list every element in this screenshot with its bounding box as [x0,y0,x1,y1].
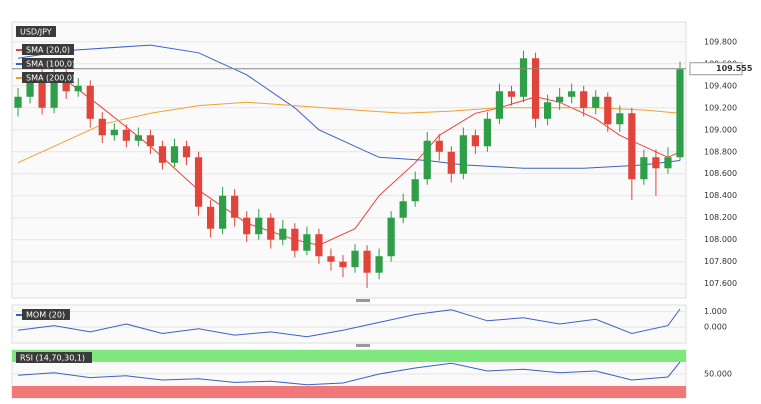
panel-title-box [22,309,70,320]
panel-title-box [16,352,92,363]
candle-body [206,206,215,229]
candle-body [303,234,311,251]
candle-body [255,217,263,235]
candle-body [98,118,106,136]
y-tick-label: 109.800 [704,37,737,46]
sma-line [17,101,681,164]
y-tick-label: 108.800 [704,147,737,156]
candle-body [447,151,455,174]
splitter [356,344,370,347]
candle-body [423,140,431,180]
candle-body [74,85,82,92]
y-tick-label: 1.000 [704,307,727,316]
candle-body [676,69,684,158]
y-tick-label: 108.000 [704,235,737,244]
candle-body [62,74,70,92]
y-tick-label: 0.000 [704,323,727,332]
y-tick-label: 109.200 [704,103,737,112]
candle-body [556,96,564,103]
y-tick-label: 107.600 [704,279,737,288]
candle-body [279,228,287,240]
legend-entry: SMA (200,0) [26,74,75,83]
legend-entry-box [22,44,74,55]
panel-title: RSI (14,70,30,1) [20,354,85,363]
panel-title: MOM (20) [26,311,65,320]
candle-body [134,135,142,141]
y-tick-label: 50.000 [704,370,732,379]
candle-body [243,217,251,235]
candle-body [411,179,419,202]
candle-body [38,80,46,108]
splitter [356,299,370,302]
candle-body [568,91,576,97]
last-price-box [689,62,743,76]
candle-body [26,80,34,97]
y-tick-label: 107.800 [704,257,737,266]
candle-body [110,129,118,136]
y-tick-label: 109.000 [704,125,737,134]
candle-body [122,129,130,141]
last-price-label: 109.555 [716,64,753,73]
candle-body [483,118,492,147]
candle-body [375,256,383,273]
candle-body [519,58,528,97]
candle-body [592,96,600,108]
y-tick-label: 109.400 [704,81,737,90]
y-tick-label: 108.600 [704,169,737,178]
candle-body [604,96,612,125]
price-panel [11,21,687,299]
candle-body [339,261,347,268]
candle-body [387,217,395,257]
y-tick-label: 108.400 [704,191,737,200]
candle-body [194,157,203,207]
candle-body [652,157,660,169]
candle-body [616,113,624,125]
candle-body [50,74,58,108]
candle-body [399,201,407,218]
legend-entry-box [22,72,74,83]
candle-body [580,91,588,108]
oversold-band [12,386,686,398]
candle-body [507,91,516,97]
candle-body [14,96,22,108]
legend-title-box [16,26,56,37]
legend-entry: SMA (100,0) [26,60,75,69]
candle-body [231,195,239,218]
candle-body [664,157,672,169]
candle-body [531,58,540,119]
rsi-line [17,361,681,386]
mom-panel [11,304,687,344]
candle-body [170,146,179,163]
overbought-band [12,350,686,362]
candle-body [267,217,275,240]
candle-body [327,256,335,262]
candle-body [459,135,467,174]
candle-body [363,250,371,273]
candle-body [435,140,443,152]
legend-entry-box [22,58,74,69]
sma-line [17,44,681,169]
candle-body [495,91,504,119]
candle-body [351,250,359,268]
candle-body [543,102,552,119]
candle-body [182,146,191,158]
y-tick-label: 108.200 [704,213,737,222]
candle-body [628,113,636,180]
legend-entry: SMA (20,0) [26,46,70,55]
mom-line [17,308,681,338]
candle-body [158,146,167,163]
legend-title: USD/JPY [20,28,52,37]
candle-body [315,234,323,257]
candle-body [640,157,648,180]
candle-body [291,228,299,251]
candle-body [86,85,94,119]
candle-body [219,195,227,229]
candle-body [146,135,155,147]
candle-body [471,135,479,147]
